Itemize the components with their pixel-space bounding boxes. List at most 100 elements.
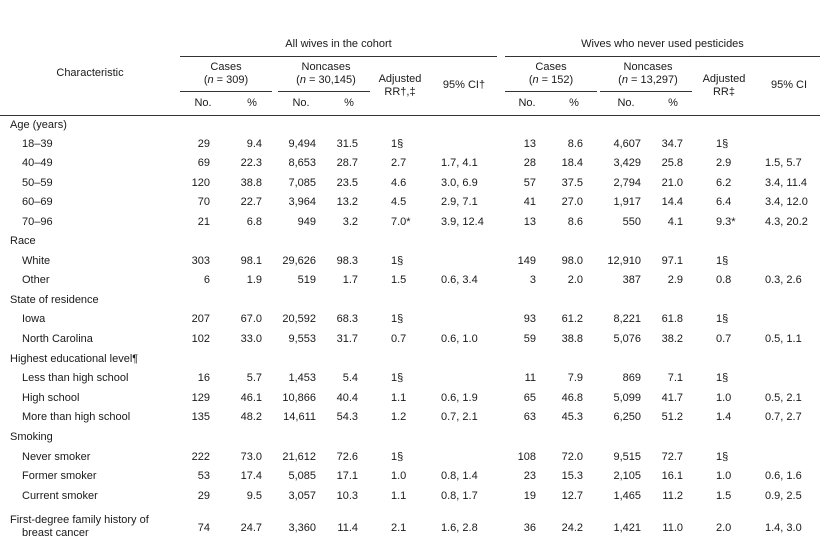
table-cell: 46.1 <box>240 392 262 404</box>
table-cell: 2.9 <box>667 274 683 286</box>
table-cell: 40.4 <box>336 392 358 404</box>
table-cell: 25.8 <box>661 157 683 169</box>
table-cell: 73.0 <box>240 451 262 463</box>
table-cell: 1.9 <box>246 274 262 286</box>
table-cell: 7,085 <box>288 177 316 189</box>
table-cell: 38.8 <box>561 333 583 345</box>
table-cell: 0.8, 1.4 <box>441 470 478 482</box>
noncases-never-header: Noncases (n = 13,297) <box>618 61 678 86</box>
table-cell: 1.0 <box>716 392 732 404</box>
table-cell: 949 <box>297 216 316 228</box>
table-cell: 17.1 <box>336 470 358 482</box>
table-cell: 0.6, 1.9 <box>441 392 478 404</box>
table-cell: 20,592 <box>282 313 316 325</box>
rule-noncases-all <box>278 91 370 92</box>
table-cell: 9,515 <box>613 451 641 463</box>
table-cell: 1§ <box>716 255 729 267</box>
pct-header: % <box>344 97 354 109</box>
pct-header: % <box>569 97 579 109</box>
table-cell: 61.2 <box>561 313 583 325</box>
rule-group-never <box>505 56 820 57</box>
table-cell: 0.7 <box>716 333 732 345</box>
table-cell: 2.9, 7.1 <box>441 196 478 208</box>
table-cell: 207 <box>191 313 210 325</box>
table-cell: 1.0 <box>391 470 407 482</box>
table-cell: 1.1 <box>391 392 407 404</box>
table-cell: 11 <box>524 372 536 384</box>
table-cell: 1§ <box>716 451 729 463</box>
table-cell: 3,360 <box>288 522 316 534</box>
table-cell: 129 <box>191 392 210 404</box>
no-header: No. <box>617 97 635 109</box>
table-cell: 68.3 <box>336 313 358 325</box>
table-cell: 10.3 <box>336 490 358 502</box>
table-cell: 7.9 <box>567 372 583 384</box>
rule-cases-never <box>505 91 597 92</box>
table-cell: 0.6, 1.0 <box>441 333 478 345</box>
table-cell: 5.4 <box>342 372 358 384</box>
table-cell: 69 <box>197 157 210 169</box>
rule-cases-all <box>180 91 272 92</box>
section-heading: Age (years) <box>10 119 67 131</box>
cases-never-header: Cases (n = 152) <box>528 61 574 86</box>
table-cell: 7.0* <box>391 216 411 228</box>
table-cell: 120 <box>191 177 210 189</box>
table-cell: 1.5, 5.7 <box>765 157 802 169</box>
table-cell: 63 <box>523 411 536 423</box>
table-cell: 61.8 <box>661 313 683 325</box>
table-cell: 149 <box>517 255 536 267</box>
table-cell: 46.8 <box>561 392 583 404</box>
table-cell: 1§ <box>716 372 729 384</box>
table-cell: 54.3 <box>336 411 358 423</box>
noncases-all-header: Noncases (n = 30,145) <box>296 61 356 86</box>
table-cell: 1§ <box>391 255 404 267</box>
table-cell: 0.6, 1.6 <box>765 470 802 482</box>
no-header: No. <box>194 97 212 109</box>
table-cell: 0.8 <box>716 274 732 286</box>
table-cell: 0.8, 1.7 <box>441 490 478 502</box>
table-cell: 28 <box>523 157 536 169</box>
row-label: 70–96 <box>22 216 53 228</box>
table-cell: 97.1 <box>661 255 683 267</box>
row-label: More than high school <box>22 411 131 423</box>
table-cell: 4.1 <box>667 216 683 228</box>
table-cell: 3.4, 12.0 <box>765 196 808 208</box>
table-cell: 3.2 <box>342 216 358 228</box>
table-cell: 10,866 <box>282 392 316 404</box>
table-cell: 28.7 <box>336 157 358 169</box>
table-cell: 12.7 <box>561 490 583 502</box>
row-label: 18–39 <box>22 138 53 150</box>
row-label: Iowa <box>22 313 46 325</box>
table-cell: 1.2 <box>391 411 407 423</box>
table-cell: 1§ <box>391 451 404 463</box>
table-cell: 13 <box>523 138 536 150</box>
table-cell: 18.4 <box>561 157 583 169</box>
table-cell: 0.5, 1.1 <box>765 333 802 345</box>
table-cell: 38.2 <box>661 333 683 345</box>
table-cell: 1,917 <box>613 196 641 208</box>
section-heading: Highest educational level¶ <box>10 353 139 365</box>
no-header: No. <box>518 97 536 109</box>
table-cell: 31.7 <box>336 333 358 345</box>
row-label: Less than high school <box>22 372 129 384</box>
table-cell: 11.0 <box>662 522 683 534</box>
table-cell: 21.0 <box>661 177 683 189</box>
table-cell: 45.3 <box>561 411 583 423</box>
table-cell: 21,612 <box>282 451 316 463</box>
characteristic-header: Characteristic <box>56 67 124 79</box>
table-cell: 19 <box>523 490 536 502</box>
table-cell: 3.9, 12.4 <box>441 216 484 228</box>
adjusted-rr-never-header: Adjusted RR‡ <box>702 73 746 98</box>
table-cell: 38.8 <box>240 177 262 189</box>
table-cell: 1.5 <box>716 490 732 502</box>
table-cell: 36 <box>523 522 536 534</box>
table-cell: 1§ <box>716 138 729 150</box>
table-cell: 6,250 <box>613 411 641 423</box>
table-cell: 2.0 <box>716 522 732 534</box>
table-cell: 98.3 <box>336 255 358 267</box>
table-cell: 41 <box>523 196 536 208</box>
table-cell: 8.6 <box>567 216 583 228</box>
table-cell: 6.8 <box>246 216 262 228</box>
table-cell: 3.0, 6.9 <box>441 177 478 189</box>
table-cell: 29 <box>197 138 210 150</box>
